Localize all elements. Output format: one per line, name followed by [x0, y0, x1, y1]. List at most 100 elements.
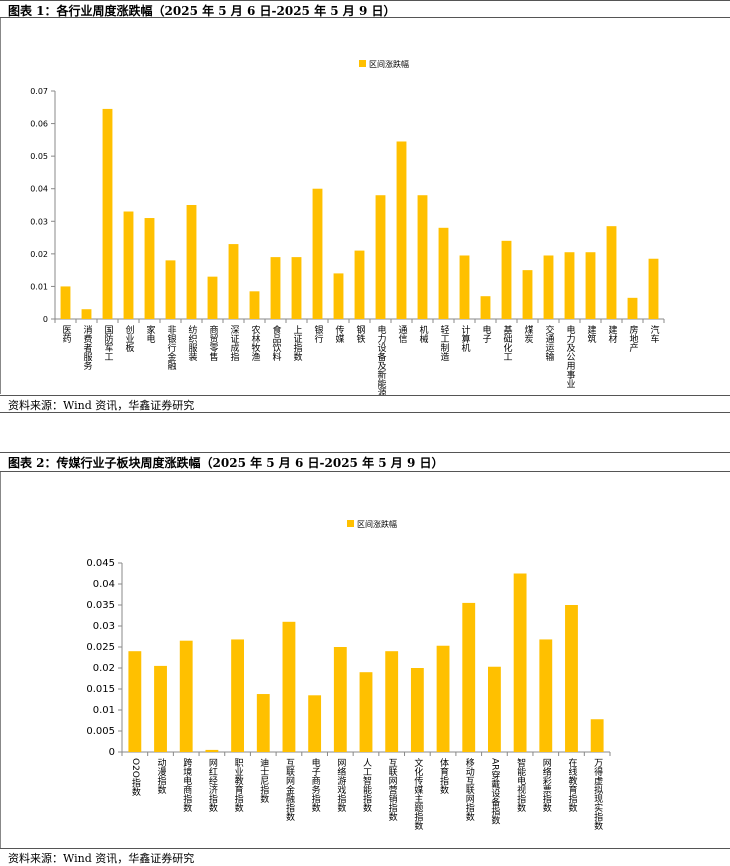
source-rule — [0, 848, 730, 849]
y-tick-label: 0.07 — [30, 87, 48, 96]
category-label: 纺织服装 — [187, 324, 198, 362]
legend-swatch — [359, 60, 366, 67]
category-label: 深证成指 — [229, 325, 240, 362]
category-label: 体育指数 — [438, 757, 449, 795]
y-tick-label: 0.04 — [30, 185, 48, 194]
category-label: 互联网营销指数 — [387, 758, 398, 822]
category-label: 文化传媒主题指数 — [412, 757, 423, 831]
category-label: 国防军工 — [103, 325, 114, 361]
y-tick-label: 0.015 — [86, 684, 115, 695]
category-label: 网络游戏指数 — [335, 758, 346, 813]
category-label: 商贸零售 — [208, 324, 219, 362]
category-label: 房地产 — [628, 324, 639, 353]
bar — [606, 226, 617, 319]
category-label: AR穿戴设备指数 — [489, 758, 500, 825]
category-label: 基础化工 — [502, 324, 513, 361]
y-tick-label: 0.01 — [93, 705, 115, 716]
bar — [565, 605, 578, 752]
bar — [522, 270, 533, 319]
category-label: 网红经济指数 — [207, 758, 218, 813]
bar-chart-industries: 区间涨跌幅 0 0.01 0.02 0.03 0.04 0.05 0.06 0.07 医药 消费者服… — [30, 59, 665, 396]
bar — [228, 244, 239, 319]
bar — [179, 640, 193, 752]
category-label: 机械 — [418, 324, 429, 344]
category-label: O2O指数 — [130, 758, 141, 797]
bar — [436, 645, 450, 752]
category-label: 电力及公用事业 — [565, 324, 576, 388]
bar — [256, 694, 270, 752]
bar — [462, 602, 476, 752]
category-label: 钢铁 — [355, 324, 366, 344]
source-note: 资料来源：Wind 资讯，华鑫证券研究 — [8, 399, 195, 412]
category-label: 煤炭 — [523, 324, 534, 344]
source-rule — [0, 395, 730, 396]
bar — [513, 573, 527, 752]
bar — [154, 665, 167, 752]
bar — [354, 250, 365, 319]
y-tick-label: 0.01 — [30, 282, 48, 291]
source-underline — [0, 412, 730, 413]
legend-label: 区间涨跌幅 — [369, 59, 409, 69]
category-label: 非银行金融 — [166, 324, 177, 371]
category-label: 动漫指数 — [156, 758, 167, 795]
category-label: 建材 — [607, 324, 618, 343]
title-rule — [0, 0, 730, 1]
category-label: 医药 — [61, 325, 72, 344]
source-note: 资料来源：Wind 资讯，华鑫证券研究 — [8, 852, 195, 865]
y-tick-label: 0.05 — [30, 152, 48, 161]
chart-title: 图表 2：传媒行业子板块周度涨跌幅（2025 年 5 月 6 日-2025 年 … — [8, 456, 444, 470]
bar — [459, 255, 470, 319]
category-label: 家电 — [145, 324, 156, 343]
category-label: 食品饮料 — [271, 324, 282, 362]
y-tick-label: 0.045 — [86, 558, 115, 569]
bar — [488, 666, 501, 752]
y-tick-label: 0.04 — [93, 579, 115, 590]
bar — [205, 749, 219, 752]
category-label: 计算机 — [460, 324, 471, 353]
bar — [564, 252, 575, 319]
bar — [123, 211, 134, 319]
category-label: 通信 — [397, 325, 408, 344]
bar — [231, 639, 244, 752]
chart-block-2: 图表 2：传媒行业子板块周度涨跌幅（2025 年 5 月 6 日-2025 年 … — [0, 452, 730, 865]
bar — [207, 276, 218, 319]
y-tick-label: 0.06 — [30, 120, 48, 129]
bar — [291, 257, 302, 319]
legend-label: 区间涨跌幅 — [357, 519, 397, 529]
legend-swatch — [347, 520, 354, 527]
bar — [359, 672, 373, 752]
category-label: 迪士尼指数 — [258, 757, 269, 804]
title-underline — [0, 471, 730, 472]
bar — [312, 188, 323, 319]
category-label: 交通运输 — [544, 324, 555, 362]
bar — [543, 255, 554, 319]
category-label: 电力设备及新能源 — [376, 324, 387, 396]
bar — [539, 639, 553, 752]
bar — [165, 260, 176, 319]
bar — [590, 719, 604, 752]
category-label: 电子商务指数 — [310, 757, 321, 813]
bar — [627, 297, 638, 319]
category-label: 电子 — [481, 324, 492, 343]
category-label: 传媒 — [334, 324, 345, 344]
bar — [396, 141, 407, 319]
bar — [333, 273, 344, 319]
title-underline — [0, 17, 730, 18]
y-tick-label: 0.03 — [93, 621, 115, 632]
bar — [385, 651, 399, 752]
title-rule — [0, 452, 730, 453]
bar — [375, 195, 386, 319]
bar — [128, 651, 142, 752]
y-tick-label: 0 — [109, 747, 115, 758]
category-label: 创业板 — [124, 324, 135, 353]
y-tick-label: 0.02 — [30, 250, 48, 259]
category-label: 人工智能指数 — [361, 758, 372, 813]
bar — [480, 296, 491, 319]
bar — [144, 218, 155, 319]
category-label: 网络彩票指数 — [541, 758, 552, 813]
y-tick-label: 0.02 — [93, 663, 115, 674]
bar-chart-media-subsectors: 区间涨跌幅 0 0.005 0.01 0.015 0.02 0.025 0.03 0.035 0.… — [86, 519, 611, 831]
bar — [648, 258, 659, 319]
bar — [333, 647, 347, 752]
y-tick-label: 0.03 — [30, 217, 48, 226]
